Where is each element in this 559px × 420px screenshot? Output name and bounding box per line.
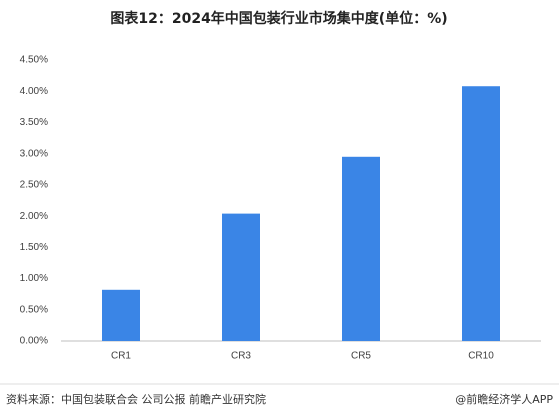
y-tick-label: 2.50%: [20, 180, 48, 191]
bar: [342, 156, 380, 341]
bar: [222, 213, 260, 341]
source: 资料来源：中国包装联合会 公司公报 前瞻产业研究院: [6, 392, 266, 406]
y-tick-label: 3.50%: [20, 117, 48, 128]
credit: @前瞻经济学人APP: [455, 392, 553, 406]
bar: [462, 86, 500, 341]
x-tick-label: CR1: [111, 351, 131, 362]
y-tick-label: 4.50%: [20, 55, 48, 66]
y-tick-label: 0.50%: [20, 304, 48, 315]
x-tick-label: CR3: [231, 351, 251, 362]
y-tick-label: 3.00%: [20, 148, 48, 159]
chart-title: 图表12：2024年中国包装行业市场集中度(单位：%): [110, 10, 447, 27]
y-tick-label: 2.00%: [20, 211, 48, 222]
bar: [102, 289, 140, 341]
y-tick-label: 0.00%: [20, 336, 48, 347]
y-tick-label: 1.50%: [20, 242, 48, 253]
x-tick-label: CR10: [468, 351, 494, 362]
y-tick-label: 4.00%: [20, 86, 48, 97]
y-tick-label: 1.00%: [20, 273, 48, 284]
x-tick-label: CR5: [351, 351, 371, 362]
